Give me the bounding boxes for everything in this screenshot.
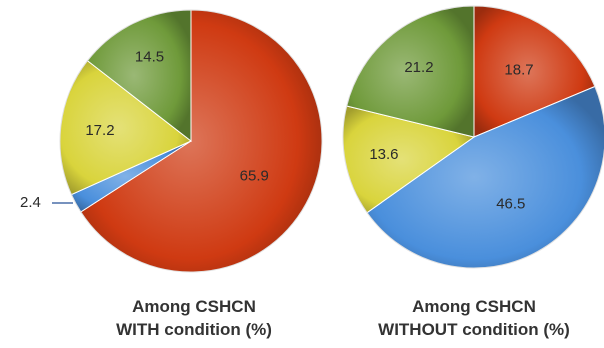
pie-2-outline	[342, 5, 604, 269]
caption-without-condition-line-1: Among CSHCN	[412, 297, 536, 316]
pie-with-condition: 65.9 2.4 17.2 14.5	[20, 9, 323, 273]
caption-without-condition-line-2: WITHOUT condition (%)	[378, 320, 570, 339]
pie-1-label-1: 65.9	[240, 168, 269, 185]
caption-with-condition: Among CSHCN WITH condition (%)	[64, 295, 324, 341]
pie-1-slice-4	[86, 9, 192, 143]
caption-with-condition-line-2: WITH condition (%)	[116, 320, 272, 339]
pie-2-slice-1	[473, 5, 596, 138]
pie-1-slice-3	[59, 60, 192, 196]
pie-charts: 65.9 2.4 17.2 14.5 18.7 46.5 13.6 21.2	[20, 5, 604, 273]
pie-without-condition: 18.7 46.5 13.6 21.2	[342, 5, 604, 269]
pie-2-label-1: 18.7	[504, 61, 533, 78]
pie-1-outline	[59, 9, 323, 273]
pie-1-label-2: 2.4	[20, 194, 41, 211]
pie-2-label-4: 21.2	[404, 59, 433, 76]
caption-with-condition-line-1: Among CSHCN	[132, 297, 256, 316]
pie-1-label-3: 17.2	[85, 122, 114, 139]
pie-2-slice-4	[346, 5, 475, 138]
pie-1-slice-1	[80, 9, 323, 273]
pie-2-slice-2	[366, 85, 604, 269]
pie-2-label-3: 13.6	[369, 146, 398, 163]
caption-without-condition: Among CSHCN WITHOUT condition (%)	[344, 295, 604, 341]
pie-1-label-4: 14.5	[135, 48, 164, 65]
pie-2-label-2: 46.5	[496, 195, 525, 212]
pie-2-slice-3	[342, 105, 476, 214]
